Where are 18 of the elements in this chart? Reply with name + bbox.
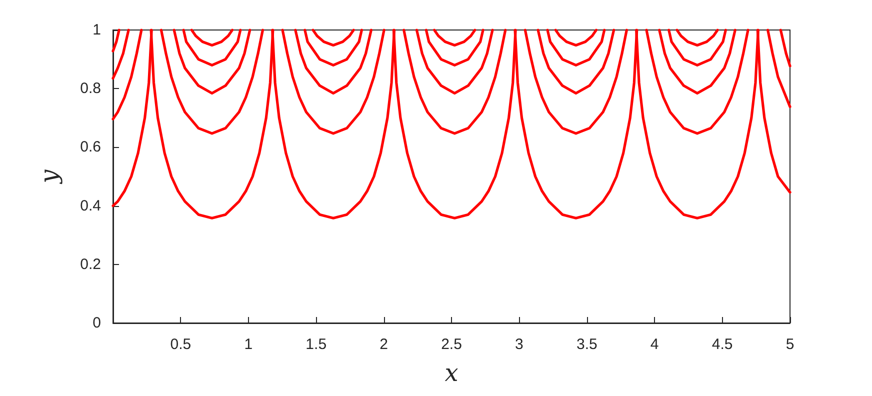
x-tick-label: 3 bbox=[515, 336, 524, 353]
x-axis-title: x bbox=[444, 359, 459, 387]
x-tick-label: 2 bbox=[380, 336, 388, 353]
x-tick-label: 1 bbox=[244, 336, 253, 353]
y-tick-label: 0 bbox=[92, 314, 101, 332]
y-tick-label: 1 bbox=[92, 22, 101, 38]
y-tick-label: 0.6 bbox=[80, 138, 101, 156]
x-tick-label: 0.5 bbox=[170, 336, 192, 353]
x-tick-label: 2.5 bbox=[441, 336, 462, 353]
x-tick-label: 4 bbox=[650, 336, 659, 353]
x-tick-label: 1.5 bbox=[306, 336, 327, 353]
y-tick-label: 0.8 bbox=[80, 80, 101, 98]
y-tick-label: 0.4 bbox=[80, 197, 101, 214]
x-tick-label: 3.5 bbox=[576, 336, 598, 353]
y-axis-title: y bbox=[35, 169, 63, 184]
x-tick-label: 5 bbox=[786, 336, 794, 353]
y-tick-label: 0.2 bbox=[80, 256, 101, 273]
x-tick-label: 4.5 bbox=[712, 336, 733, 353]
